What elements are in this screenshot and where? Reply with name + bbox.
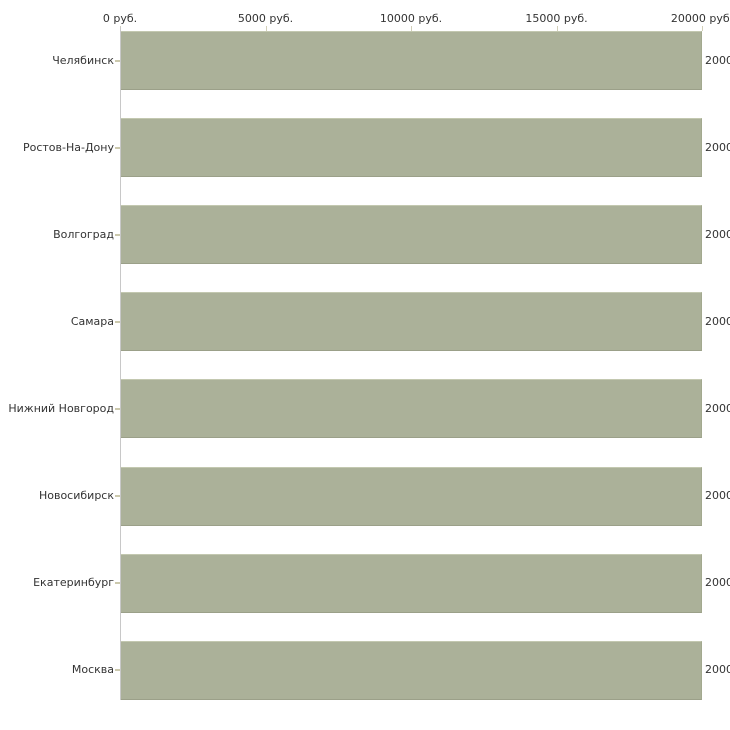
category-label: Нижний Новгород: [8, 401, 114, 415]
bar: [121, 640, 702, 700]
category-label: Екатеринбург: [33, 576, 114, 590]
bar: [121, 205, 702, 265]
category-label: Ростов-На-Дону: [22, 140, 114, 154]
bar-value-label: 20000: [705, 489, 730, 502]
category-tick-mark: [115, 233, 120, 236]
x-axis-tick-label: 20000 руб.: [670, 12, 730, 25]
bar-value-label: 20000: [705, 227, 730, 241]
x-axis-tick-mark: [411, 26, 412, 31]
category-tick-mark: [115, 59, 120, 62]
y-axis-line: [120, 27, 121, 700]
x-axis-tick-label: 5000 руб.: [237, 12, 294, 25]
category-tick-mark: [115, 146, 120, 149]
category-label: Самара: [70, 314, 114, 328]
bar: [121, 466, 702, 526]
bar-value-label: 20000: [705, 53, 730, 67]
category-label: Москва: [71, 663, 114, 677]
bar: [121, 31, 702, 90]
category-tick-mark: [115, 407, 120, 410]
bar: [121, 292, 702, 352]
category-label: Челябинск: [52, 53, 114, 67]
bar: [121, 553, 702, 613]
x-axis-tick-label: 0 руб.: [102, 12, 138, 25]
bar-value-label: 20000: [705, 140, 730, 154]
bar: [121, 118, 702, 178]
bar-value-label: 20000: [705, 576, 730, 590]
x-axis-tick-label: 15000 руб.: [525, 12, 588, 25]
x-axis-tick-mark: [265, 26, 267, 31]
category-tick-mark: [115, 669, 120, 672]
category-label: Волгоград: [53, 227, 114, 241]
bar-value-label: 20000: [705, 401, 730, 415]
bar-value-label: 20000: [705, 663, 730, 677]
category-label: Новосибирск: [38, 489, 114, 502]
bar: [121, 379, 702, 439]
x-axis-tick-mark: [556, 26, 558, 31]
bar-value-label: 20000: [705, 314, 730, 328]
x-axis-tick-label: 10000 руб.: [379, 12, 443, 25]
category-tick-mark: [115, 495, 120, 497]
category-tick-mark: [115, 582, 120, 585]
category-tick-mark: [115, 320, 120, 323]
x-axis-tick-mark: [702, 26, 703, 31]
